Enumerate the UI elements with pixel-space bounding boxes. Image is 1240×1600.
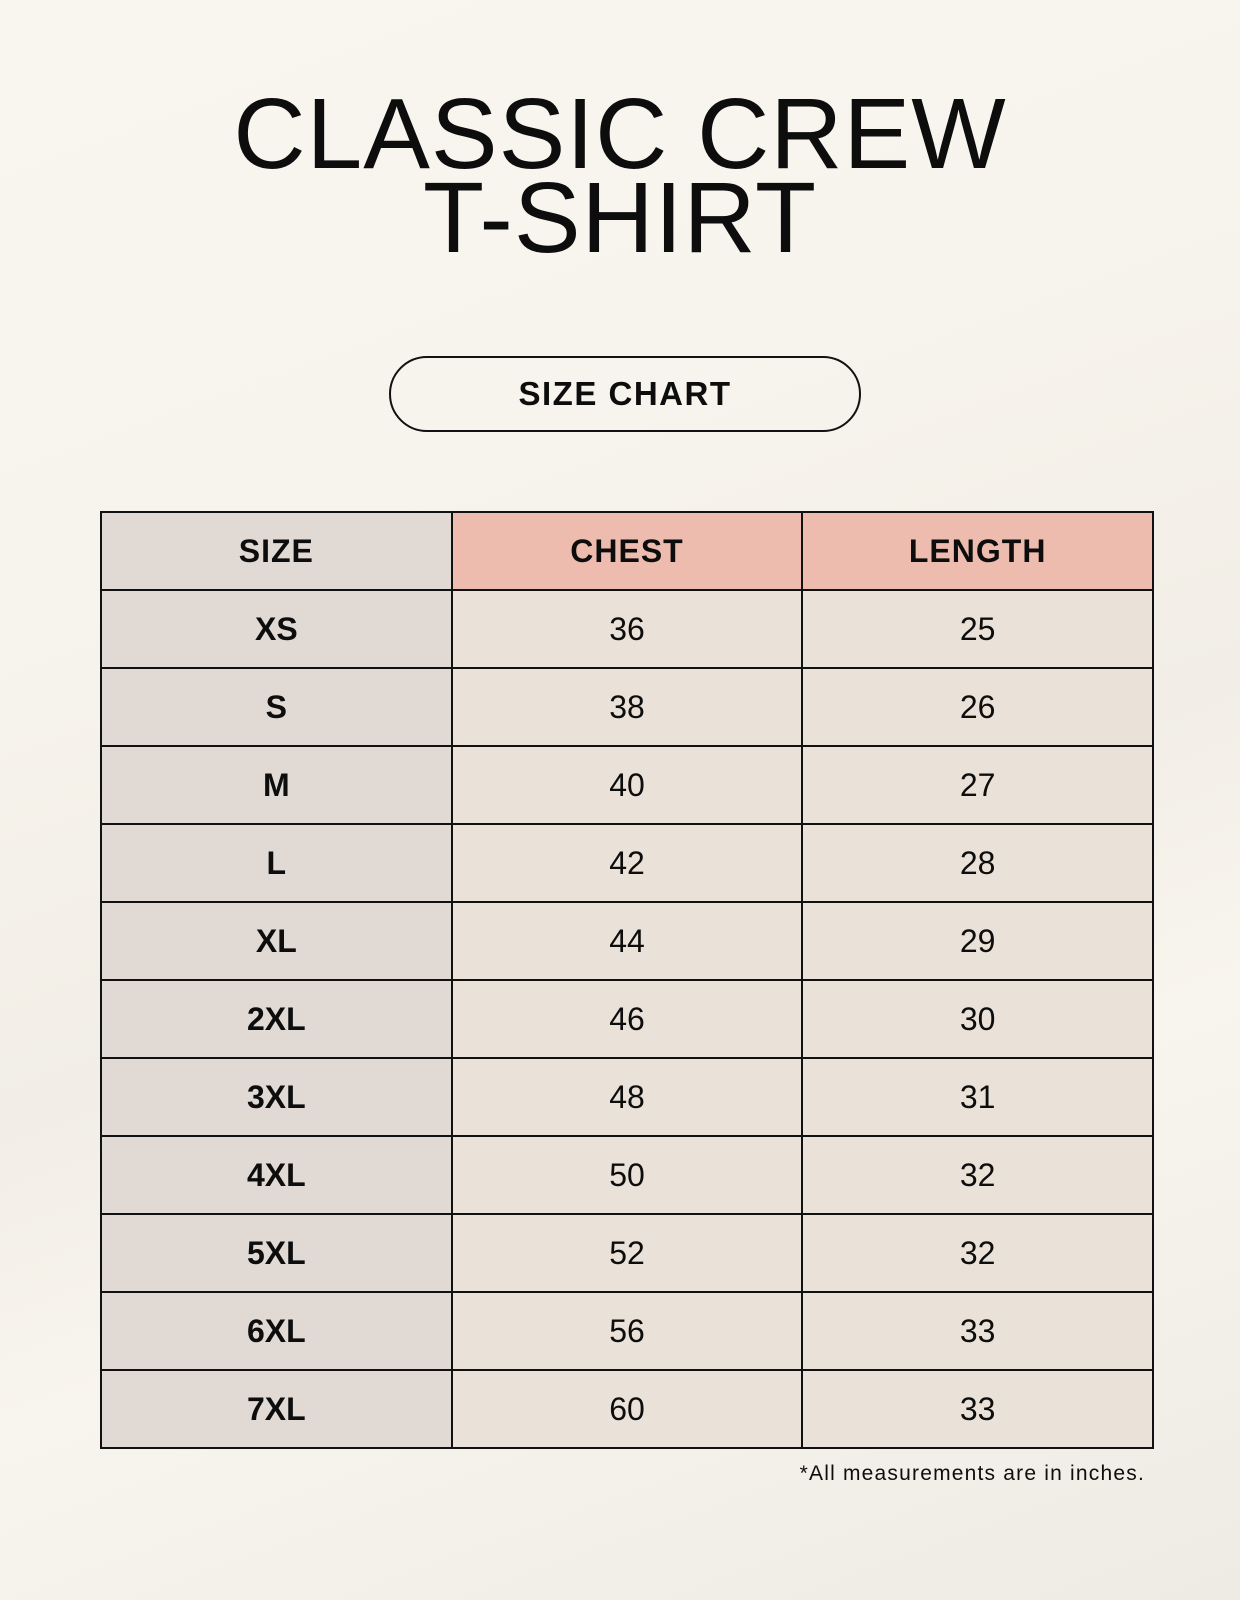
page-title: CLASSIC CREW T-SHIRT bbox=[0, 78, 1240, 274]
table-row: L 42 28 bbox=[100, 823, 1154, 903]
cell-size: L bbox=[100, 823, 453, 903]
cell-chest: 44 bbox=[450, 901, 804, 981]
cell-length: 30 bbox=[801, 979, 1154, 1059]
title-line-1: CLASSIC CREW bbox=[233, 78, 1007, 190]
table-row: 4XL 50 32 bbox=[100, 1135, 1154, 1215]
cell-size: 7XL bbox=[100, 1369, 453, 1449]
cell-size: 6XL bbox=[100, 1291, 453, 1371]
cell-chest: 48 bbox=[450, 1057, 804, 1137]
cell-length: 31 bbox=[801, 1057, 1154, 1137]
table-row: 7XL 60 33 bbox=[100, 1369, 1154, 1449]
cell-chest: 38 bbox=[450, 667, 804, 747]
table-row: 2XL 46 30 bbox=[100, 979, 1154, 1059]
cell-length: 27 bbox=[801, 745, 1154, 825]
cell-length: 25 bbox=[801, 589, 1154, 669]
table-row: XS 36 25 bbox=[100, 589, 1154, 669]
header-size: SIZE bbox=[100, 511, 453, 591]
cell-length: 26 bbox=[801, 667, 1154, 747]
cell-length: 33 bbox=[801, 1291, 1154, 1371]
cell-length: 32 bbox=[801, 1213, 1154, 1293]
cell-chest: 42 bbox=[450, 823, 804, 903]
table-row: S 38 26 bbox=[100, 667, 1154, 747]
cell-length: 29 bbox=[801, 901, 1154, 981]
cell-size: 4XL bbox=[100, 1135, 453, 1215]
table-header-row: SIZE CHEST LENGTH bbox=[100, 511, 1154, 591]
cell-size: 5XL bbox=[100, 1213, 453, 1293]
cell-chest: 46 bbox=[450, 979, 804, 1059]
table-row: XL 44 29 bbox=[100, 901, 1154, 981]
measurement-note: *All measurements are in inches. bbox=[799, 1462, 1145, 1485]
cell-chest: 56 bbox=[450, 1291, 804, 1371]
table-row: 5XL 52 32 bbox=[100, 1213, 1154, 1293]
header-chest: CHEST bbox=[450, 511, 804, 591]
size-table: SIZE CHEST LENGTH XS 36 25 S 38 26 M 40 27 L 42 28 X… bbox=[100, 511, 1154, 1449]
size-chart-badge: SIZE CHART bbox=[389, 356, 861, 432]
cell-size: S bbox=[100, 667, 453, 747]
cell-chest: 60 bbox=[450, 1369, 804, 1449]
table-row: 3XL 48 31 bbox=[100, 1057, 1154, 1137]
cell-chest: 52 bbox=[450, 1213, 804, 1293]
cell-length: 33 bbox=[801, 1369, 1154, 1449]
cell-size: M bbox=[100, 745, 453, 825]
cell-chest: 36 bbox=[450, 589, 804, 669]
cell-length: 32 bbox=[801, 1135, 1154, 1215]
table-row: 6XL 56 33 bbox=[100, 1291, 1154, 1371]
header-length: LENGTH bbox=[801, 511, 1154, 591]
cell-size: XS bbox=[100, 589, 453, 669]
cell-size: XL bbox=[100, 901, 453, 981]
cell-chest: 50 bbox=[450, 1135, 804, 1215]
cell-size: 2XL bbox=[100, 979, 453, 1059]
title-line-2: T-SHIRT bbox=[422, 162, 818, 274]
table-row: M 40 27 bbox=[100, 745, 1154, 825]
cell-size: 3XL bbox=[100, 1057, 453, 1137]
cell-chest: 40 bbox=[450, 745, 804, 825]
cell-length: 28 bbox=[801, 823, 1154, 903]
